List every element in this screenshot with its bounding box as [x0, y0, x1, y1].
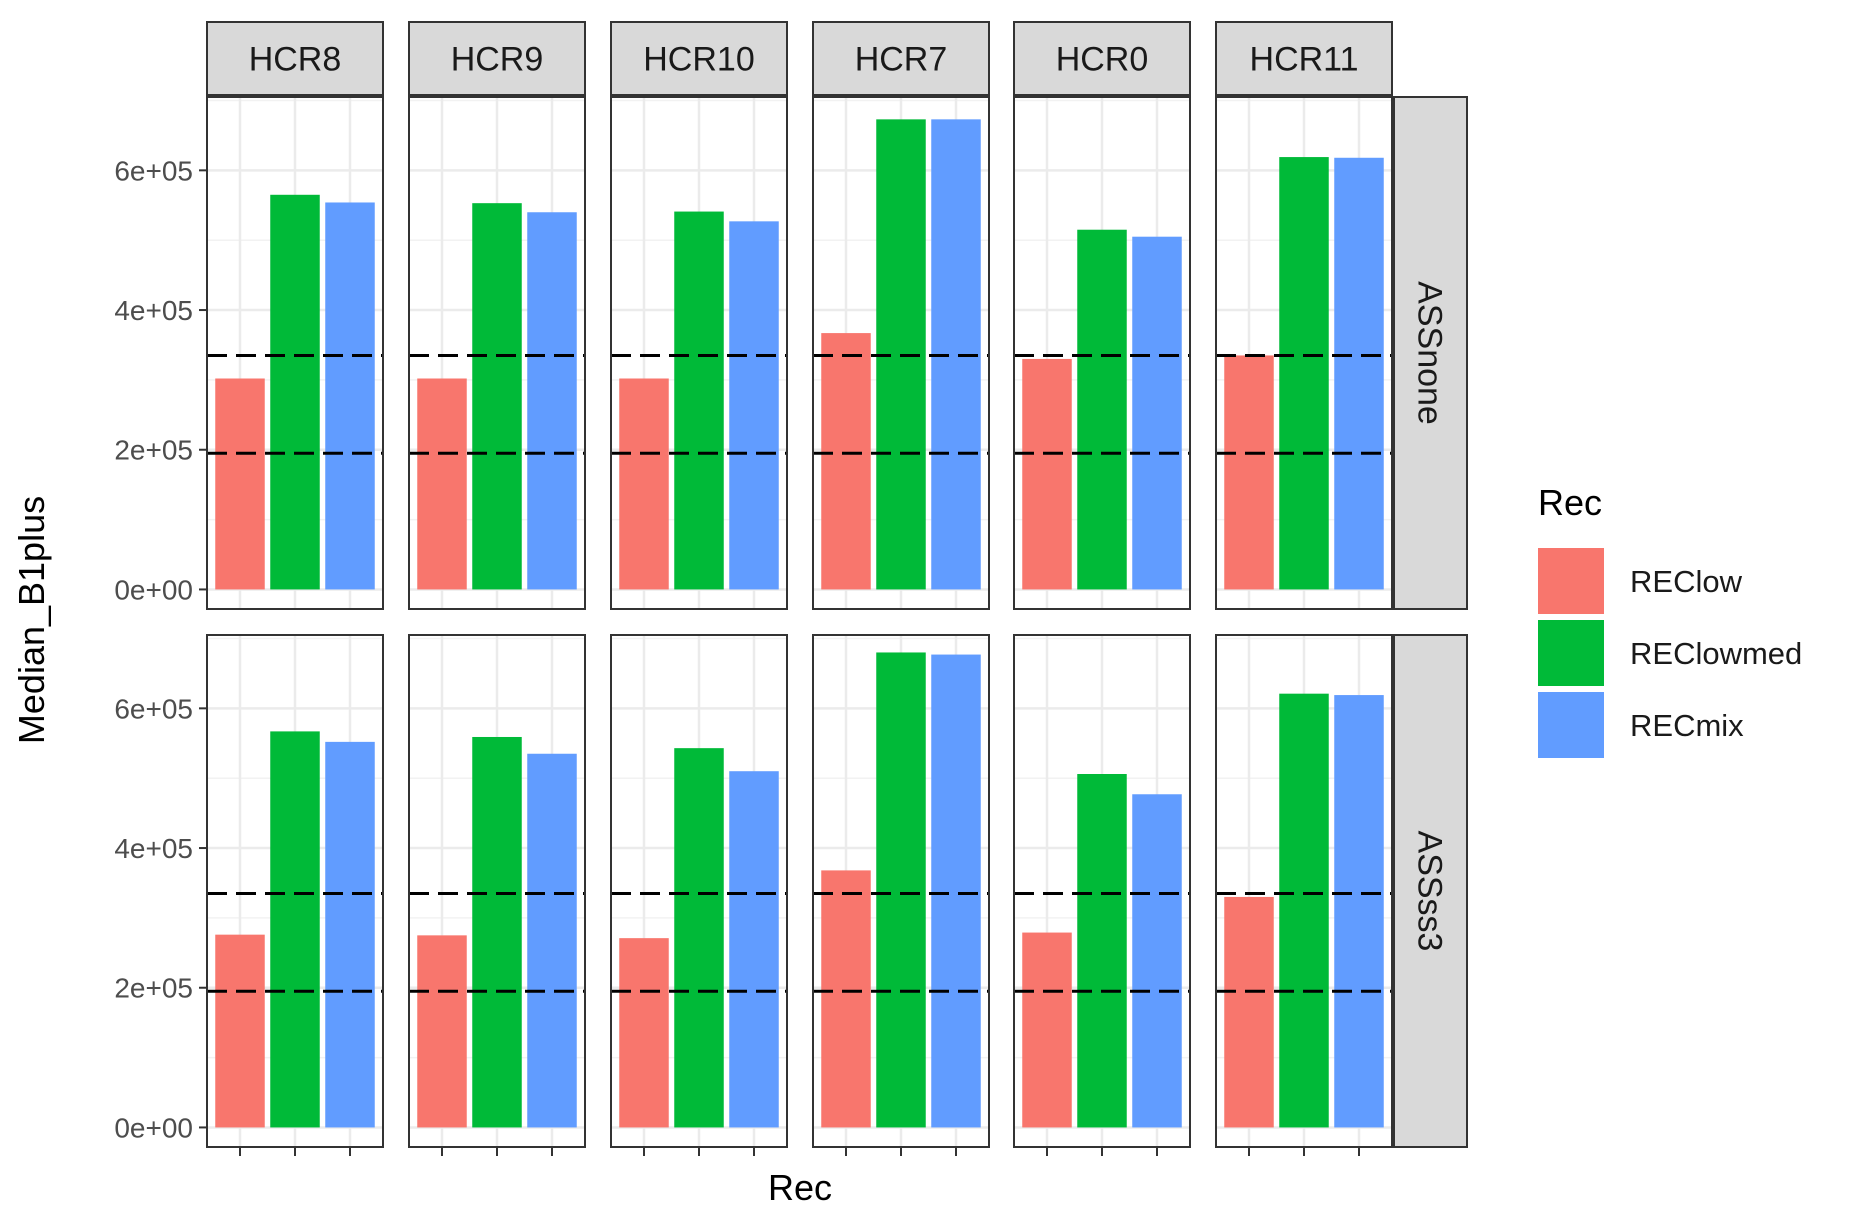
bar-reclow	[1022, 932, 1072, 1128]
facet-strip-hcr8	[206, 21, 384, 96]
facet-strip-label: HCR8	[249, 41, 342, 79]
facet-strip-label: HCR11	[1250, 41, 1359, 79]
panel-assnone-hcr10	[610, 96, 788, 610]
y-tick-label: 0e+00	[114, 1112, 193, 1143]
bar-reclowmed	[1279, 157, 1329, 590]
legend-title: Rec	[1538, 482, 1602, 523]
bar-reclowmed	[1279, 693, 1329, 1128]
panel-assss3-hcr0	[1013, 634, 1191, 1148]
y-tick-label: 2e+05	[114, 435, 193, 466]
bar-recmix	[729, 221, 779, 590]
facet-strip-hcr0	[1013, 21, 1191, 96]
legend-key-reclowmed	[1538, 620, 1604, 686]
bar-recmix	[1334, 157, 1384, 590]
facet-strip-hcr7	[812, 21, 990, 96]
y-tick-label: 4e+05	[114, 833, 193, 864]
y-tick-label: 4e+05	[114, 295, 193, 326]
bar-reclow	[417, 935, 467, 1128]
x-axis-title: Rec	[768, 1167, 832, 1208]
facet-strip-hcr9	[408, 21, 586, 96]
panel-assss3-hcr9	[408, 634, 586, 1148]
panel-border	[206, 96, 384, 610]
legend-label: REClowmed	[1630, 636, 1802, 671]
facet-strip-label: ASSss3	[1411, 831, 1449, 952]
panel-assnone-hcr9	[408, 96, 586, 610]
bar-reclowmed	[674, 748, 724, 1128]
panel-assss3-hcr10	[610, 634, 788, 1148]
bar-reclowmed	[472, 203, 522, 590]
bar-reclow	[215, 934, 265, 1128]
bar-recmix	[931, 654, 981, 1128]
bar-recmix	[325, 202, 375, 590]
legend-key-recmix	[1538, 692, 1604, 758]
panel-assss3-hcr8	[206, 634, 384, 1148]
y-axes: 0e+00 2e+05 4e+05 6e+05 0e+00 2e+05 4e+05 6e+05	[114, 155, 207, 1143]
facet-strip-hcr11	[1215, 21, 1393, 96]
facet-strip-assnone	[1393, 96, 1468, 610]
bar-recmix	[1132, 794, 1182, 1128]
panel-border	[1215, 96, 1393, 610]
bar-recmix	[325, 741, 375, 1128]
facet-strip-label: ASSnone	[1411, 281, 1449, 425]
bar-reclow	[619, 378, 669, 590]
bar-recmix	[527, 753, 577, 1128]
bar-reclow	[417, 378, 467, 590]
panel-assss3-hcr11	[1215, 634, 1393, 1148]
facet-strip-label: HCR9	[451, 41, 544, 79]
bar-recmix	[1334, 695, 1384, 1128]
y-axis-title: Median_B1plus	[11, 496, 52, 744]
facet-strip-hcr10	[610, 21, 788, 96]
bar-recmix	[527, 212, 577, 590]
bar-reclow	[1022, 358, 1072, 590]
bar-recmix	[729, 771, 779, 1128]
bar-reclowmed	[674, 211, 724, 590]
bar-recmix	[1132, 236, 1182, 590]
facet-strips: HCR8 HCR9 HCR10 HCR7 HCR0 HCR11 ASSnone ASSss3	[206, 21, 1468, 1148]
legend-key-reclow	[1538, 548, 1604, 614]
y-tick-label: 6e+05	[114, 155, 193, 186]
panel-assnone-hcr11	[1215, 96, 1393, 610]
facet-strip-assss3	[1393, 634, 1468, 1148]
bar-reclowmed	[270, 194, 320, 590]
panel-assnone-hcr8	[206, 96, 384, 610]
bar-reclowmed	[472, 736, 522, 1128]
y-tick-label: 6e+05	[114, 693, 193, 724]
bar-reclow	[821, 870, 871, 1128]
bar-reclow	[821, 333, 871, 590]
bar-reclowmed	[1077, 774, 1127, 1128]
bar-reclow	[215, 378, 265, 590]
facet-strip-label: HCR7	[855, 41, 948, 79]
x-axis	[239, 1147, 1360, 1156]
bar-reclow	[1224, 896, 1274, 1128]
legend: Rec REClow REClowmed RECmix	[1538, 482, 1802, 758]
facet-strip-label: HCR10	[643, 41, 754, 79]
y-tick-label: 0e+00	[114, 574, 193, 605]
panel-border	[1013, 96, 1191, 610]
panel-border	[812, 96, 990, 610]
panel-border	[408, 96, 586, 610]
panel-assnone-hcr0	[1013, 96, 1191, 610]
bar-reclow	[619, 938, 669, 1128]
panel-assss3-hcr7	[812, 634, 990, 1148]
bar-reclow	[1224, 355, 1274, 590]
bar-reclowmed	[1077, 229, 1127, 590]
legend-label: RECmix	[1630, 708, 1744, 743]
legend-label: REClow	[1630, 564, 1743, 599]
y-tick-label: 2e+05	[114, 973, 193, 1004]
bar-reclowmed	[876, 652, 926, 1128]
panel-assnone-hcr7	[812, 96, 990, 610]
panel-border	[610, 96, 788, 610]
facet-panels	[206, 96, 1393, 1148]
bar-reclowmed	[270, 731, 320, 1128]
facet-strip-label: HCR0	[1056, 41, 1149, 79]
